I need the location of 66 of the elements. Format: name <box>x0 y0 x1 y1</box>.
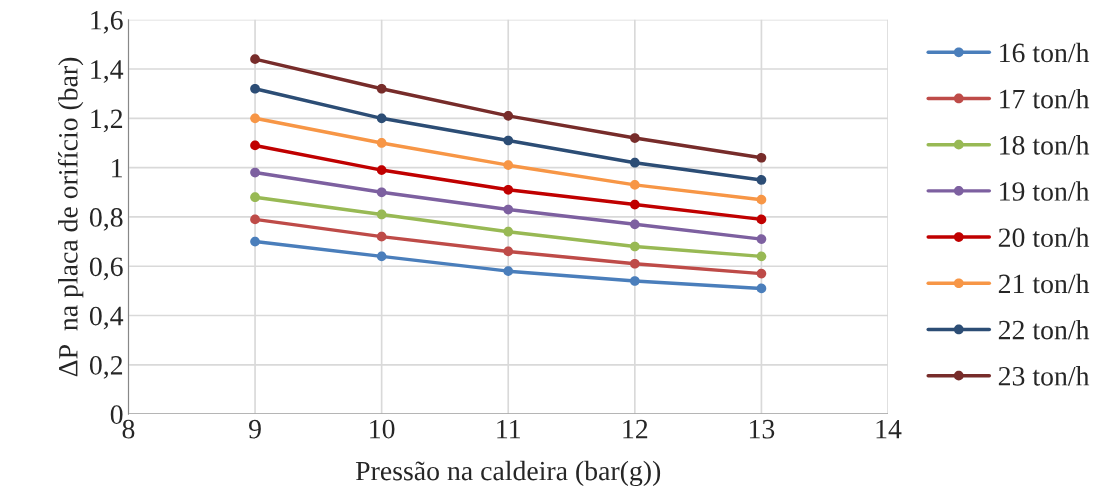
y-tick-label: 1 <box>112 158 122 178</box>
point <box>250 54 260 65</box>
point <box>629 258 640 269</box>
point <box>250 167 260 178</box>
y-tick-label: 0 <box>110 405 123 425</box>
point <box>503 246 514 257</box>
y-tick-label: 0,8 <box>89 208 123 231</box>
point <box>756 152 767 163</box>
x-axis-title: Pressão na caldeira (bar(g)) <box>355 460 661 487</box>
point <box>756 251 767 262</box>
legend-label: 17 ton/h <box>1000 88 1090 109</box>
y-tick-label: 0,2 <box>89 355 123 379</box>
point <box>250 140 260 151</box>
legend-label: 22 ton/h <box>998 319 1090 340</box>
point <box>250 192 260 203</box>
point <box>629 180 640 190</box>
point <box>503 204 514 215</box>
x-tick-label: 9 <box>249 419 261 439</box>
point <box>629 276 640 286</box>
legend-label: 21 ton/h <box>998 273 1090 294</box>
point <box>756 283 767 294</box>
point <box>629 241 640 252</box>
x-tick-label: 12 <box>623 419 648 439</box>
x-tick-label: 14 <box>876 419 902 439</box>
y-tick-label: 1,4 <box>91 60 124 83</box>
legend-label: 18 ton/h <box>1000 135 1090 155</box>
x-tick-label: 11 <box>497 419 520 439</box>
point <box>756 268 767 279</box>
point <box>756 214 767 225</box>
legend-label: 20 ton/h <box>998 227 1090 248</box>
x-tick-label: 10 <box>370 419 395 439</box>
point <box>376 209 387 220</box>
point <box>376 187 387 198</box>
y-tick-label: 0,6 <box>89 257 123 281</box>
point <box>503 184 514 195</box>
point <box>503 160 514 171</box>
y-axis-title: ΔP na placa de orifício (bar) <box>57 57 84 377</box>
point <box>756 194 767 205</box>
point <box>376 165 387 175</box>
legend-label: 23 ton/h <box>998 366 1090 386</box>
point <box>629 219 640 230</box>
point <box>376 251 387 262</box>
point <box>376 83 387 94</box>
point <box>250 236 260 247</box>
legend-label: 19 ton/h <box>1000 181 1090 201</box>
point <box>756 234 767 244</box>
point <box>503 266 514 277</box>
point <box>376 113 387 124</box>
point <box>250 113 260 124</box>
y-tick-label: 1,2 <box>91 109 123 133</box>
legend-label: 16 ton/h <box>1000 42 1090 63</box>
point <box>629 199 640 210</box>
y-tick-label: 1,6 <box>91 10 123 34</box>
point <box>503 110 514 121</box>
point <box>756 175 767 185</box>
point <box>629 133 640 143</box>
y-tick-label: 0,4 <box>89 306 124 330</box>
point <box>503 135 514 146</box>
x-tick-label: 8 <box>122 419 135 439</box>
point <box>376 138 387 148</box>
point <box>250 83 260 94</box>
point <box>629 157 640 168</box>
point <box>250 214 260 225</box>
point <box>503 226 514 237</box>
x-tick-label: 13 <box>749 419 775 439</box>
point <box>376 231 387 242</box>
